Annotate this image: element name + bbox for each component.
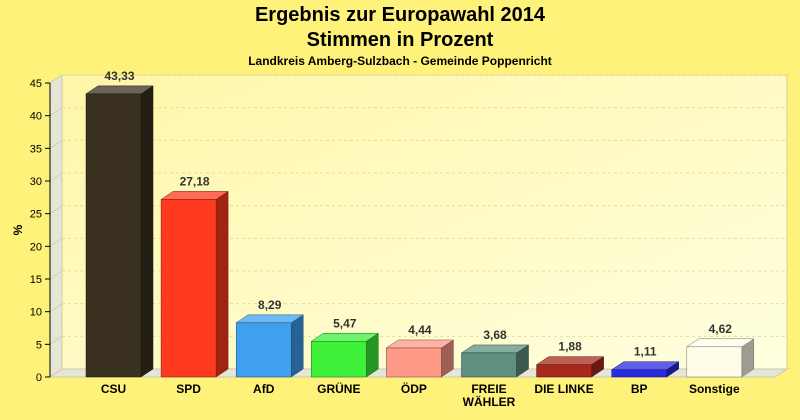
x-tick-label: Sonstige bbox=[689, 382, 740, 396]
gridline-side bbox=[49, 270, 63, 280]
chart-subtitle: Landkreis Amberg-Sulzbach - Gemeinde Pop… bbox=[248, 54, 552, 68]
y-tick-label: 35 bbox=[30, 143, 42, 155]
data-label: 8,29 bbox=[258, 298, 282, 312]
bar bbox=[235, 322, 292, 378]
bar bbox=[160, 199, 217, 378]
bar-side bbox=[290, 314, 304, 378]
x-tick-label: WÄHLER bbox=[463, 394, 516, 409]
data-label: 27,18 bbox=[180, 174, 210, 188]
y-tick-label: 45 bbox=[30, 78, 42, 90]
bar bbox=[611, 369, 667, 378]
bar bbox=[85, 93, 142, 378]
x-tick-label: SPD bbox=[176, 382, 201, 396]
chart-title-line-1: Ergebnis zur Europawahl 2014 bbox=[254, 4, 546, 26]
bar-top bbox=[385, 339, 455, 349]
y-tick-label: 15 bbox=[30, 274, 42, 286]
x-tick-label: CSU bbox=[101, 382, 126, 396]
bar-top bbox=[310, 333, 380, 342]
x-tick-label: DIE LINKE bbox=[534, 382, 593, 396]
gridline-side bbox=[49, 205, 63, 215]
bar-top bbox=[160, 191, 229, 200]
gridline-side bbox=[49, 107, 63, 117]
x-tick-label: AfD bbox=[253, 382, 275, 396]
y-tick-label: 5 bbox=[36, 339, 42, 351]
data-label: 5,47 bbox=[333, 316, 357, 330]
data-label: 3,68 bbox=[483, 328, 507, 342]
gridline-side bbox=[49, 335, 63, 345]
y-tick-label: 10 bbox=[30, 307, 42, 319]
y-tick-label: 30 bbox=[30, 176, 42, 188]
gridline-side bbox=[49, 303, 63, 313]
bar bbox=[536, 364, 592, 378]
bar bbox=[311, 341, 367, 378]
y-axis-label: % bbox=[11, 224, 25, 235]
gridline-side bbox=[49, 237, 63, 247]
data-label: 1,88 bbox=[558, 340, 582, 354]
x-tick-label: FREIE bbox=[471, 382, 506, 396]
gridline-side bbox=[49, 74, 63, 84]
gridline-side bbox=[49, 172, 63, 182]
bar-top bbox=[610, 361, 680, 370]
y-tick-label: 0 bbox=[36, 372, 42, 384]
data-label: 4,44 bbox=[408, 323, 432, 337]
bar-side bbox=[215, 190, 229, 378]
y-tick-label: 25 bbox=[30, 209, 42, 221]
bar bbox=[686, 346, 743, 378]
bar bbox=[386, 347, 442, 378]
bar-top bbox=[685, 338, 755, 348]
y-tick-label: 20 bbox=[30, 241, 42, 253]
y-tick-label: 40 bbox=[30, 111, 42, 123]
chart-title-line-2: Stimmen in Prozent bbox=[306, 29, 494, 51]
gridline-side bbox=[49, 139, 63, 149]
data-label: 1,11 bbox=[634, 345, 657, 359]
bar-side bbox=[140, 85, 154, 378]
x-tick-label: ÖDP bbox=[401, 381, 427, 396]
plot-side-wall bbox=[49, 74, 63, 378]
data-label: 43,33 bbox=[104, 69, 134, 83]
bar-top bbox=[460, 344, 530, 354]
data-label: 4,62 bbox=[709, 322, 733, 336]
bar-top bbox=[85, 85, 154, 95]
bar-top bbox=[235, 314, 305, 324]
x-tick-label: GRÜNE bbox=[317, 381, 360, 396]
bar-top bbox=[535, 356, 605, 365]
x-tick-label: BP bbox=[631, 382, 648, 396]
bar bbox=[461, 352, 517, 378]
